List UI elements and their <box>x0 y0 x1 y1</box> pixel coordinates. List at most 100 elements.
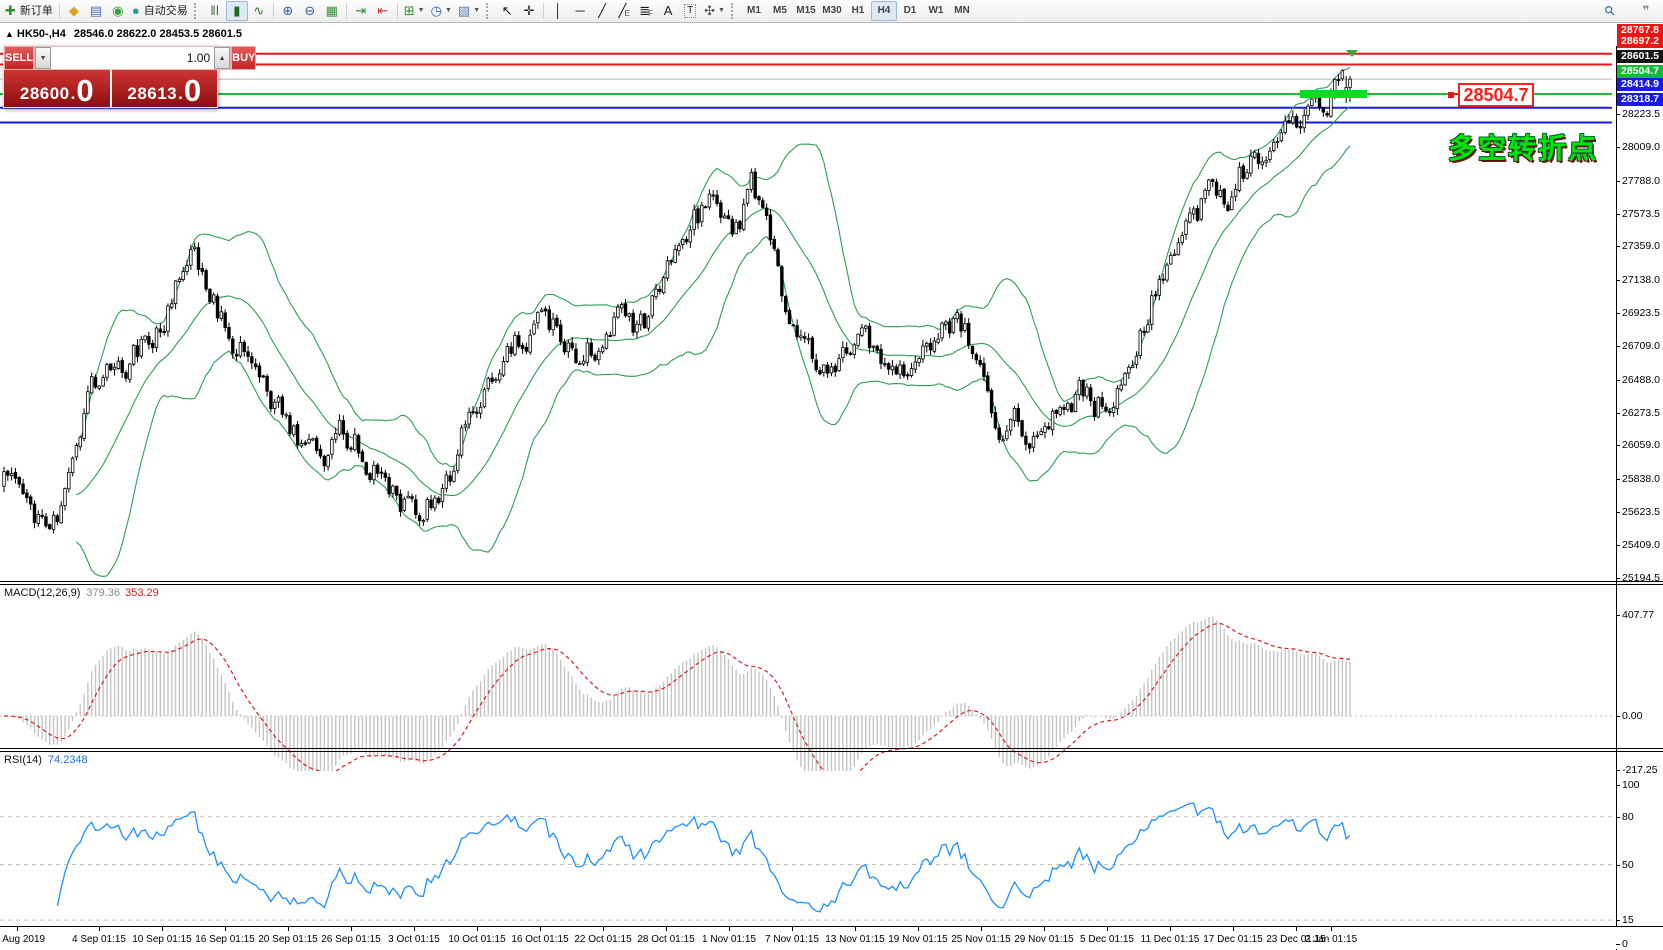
panel-separator[interactable] <box>0 581 1663 582</box>
timeframe-button-m30[interactable]: M30 <box>822 5 842 16</box>
timeframe-button-mn[interactable]: MN <box>954 5 970 16</box>
candle-body <box>463 424 468 428</box>
candle-body <box>936 338 940 343</box>
price-line-label-28697.2[interactable]: 28697.2 <box>1617 35 1663 49</box>
candle-body <box>810 337 815 359</box>
axis-tick <box>1616 716 1620 717</box>
toolbar-group: ⇥ ⇤ <box>350 0 394 22</box>
candle-body <box>627 313 632 317</box>
panel-separator[interactable] <box>0 584 1663 585</box>
vertical-line-icon[interactable]: │ <box>547 1 569 21</box>
period-clock-icon[interactable]: ◷ ▼ <box>428 1 455 21</box>
turning-point-annotation[interactable]: 多空转折点 <box>1448 133 1599 164</box>
line-chart-icon[interactable]: ∿ <box>248 1 270 21</box>
arrows-icon[interactable]: ✣ ▼ <box>701 1 728 21</box>
price-line-label-28504.7[interactable]: 28504.7 <box>1617 64 1663 78</box>
price-tick-label: 26488.0 <box>1622 373 1660 386</box>
volume-increase-button[interactable]: ▲ <box>214 47 231 69</box>
candle-body <box>1028 443 1032 449</box>
candle-body <box>932 340 937 352</box>
add-indicator-icon[interactable]: ⊞ ▼ <box>401 1 428 21</box>
market-watch-icon[interactable]: ◆ <box>63 1 85 21</box>
template-icon[interactable]: ▧ ▼ <box>455 1 483 21</box>
price-line-label-28318.7[interactable]: 28318.7 <box>1617 92 1663 106</box>
candle-body <box>570 342 574 349</box>
timeframe-button-w1[interactable]: W1 <box>928 5 944 16</box>
toolbar-grip[interactable] <box>486 3 493 19</box>
crosshair-icon[interactable]: ✛ <box>518 1 540 21</box>
candle-body <box>414 499 418 516</box>
candle-body <box>1252 151 1257 158</box>
candle-body <box>490 377 494 383</box>
zoom-out-icon[interactable]: ⊖ <box>299 1 321 21</box>
dropdown-arrow-icon[interactable]: ▼ <box>718 7 725 14</box>
candle-body <box>761 200 765 208</box>
callout-anchor-square[interactable] <box>1448 92 1454 98</box>
candle-body <box>1306 105 1310 116</box>
horizontal-line-icon[interactable]: ─ <box>569 1 591 21</box>
fibonacci-icon[interactable]: ≣ F <box>635 1 657 21</box>
timeframe-button-h1[interactable]: H1 <box>851 5 865 16</box>
sell-price[interactable]: 28600. 0 <box>19 73 94 108</box>
auto-trading-button[interactable]: ● 自动交易 <box>129 1 191 21</box>
text-label-icon[interactable]: T <box>679 1 701 21</box>
price-line-label-28414.9[interactable]: 28414.9 <box>1617 78 1663 92</box>
candle-body <box>989 390 994 414</box>
chat-icon[interactable]: ❞ <box>1642 3 1650 18</box>
dropdown-arrow-icon[interactable]: ▼ <box>444 7 452 14</box>
volume-input[interactable] <box>51 47 215 69</box>
toolbar-grip[interactable] <box>730 3 738 19</box>
signal-icon[interactable]: ◉ <box>107 1 129 21</box>
text-icon[interactable]: A <box>657 1 679 21</box>
highlight-trend-segment[interactable] <box>1300 90 1367 98</box>
panel-separator[interactable] <box>0 748 1663 749</box>
new-order-button[interactable]: ✚ 新订单 <box>2 1 56 21</box>
candle-body <box>822 364 826 373</box>
candle-body <box>894 366 898 375</box>
tile-windows-icon[interactable]: ▦ <box>321 1 343 21</box>
candlestick-chart-icon[interactable]: ▮ <box>225 1 248 21</box>
cursor-icon[interactable]: ↖ <box>496 1 518 21</box>
timeframe-button-m15[interactable]: M15 <box>796 5 816 16</box>
buy-price[interactable]: 28613. 0 <box>127 73 202 108</box>
buy-button[interactable]: BUY <box>231 46 257 70</box>
auto-scroll-icon[interactable]: ⇥ <box>350 1 372 21</box>
chart-shift-icon[interactable]: ⇤ <box>372 1 394 21</box>
timeframe-button-m1[interactable]: M1 <box>747 5 761 16</box>
bar-chart-icon[interactable]: ǁǀ <box>204 1 226 21</box>
price-line-label-28601.5[interactable]: 28601.5 <box>1617 49 1663 63</box>
candle-body <box>658 288 662 293</box>
price-line-label-28767.8[interactable]: 28767.8 <box>1617 24 1663 38</box>
collapse-triangle-icon[interactable]: ▲ <box>5 29 14 39</box>
volume-decrease-button[interactable]: ▼ <box>35 47 52 69</box>
candle-body <box>406 495 410 499</box>
search-icon[interactable]: ⚲ <box>1600 1 1619 20</box>
data-window-icon[interactable]: ▤ <box>85 1 107 21</box>
candle-body <box>536 311 540 324</box>
equidistant-channel-icon[interactable]: ╱ E <box>613 1 635 21</box>
zoom-in-icon[interactable]: ⊕ <box>277 1 299 21</box>
trendline-icon[interactable]: ╱ <box>591 1 613 21</box>
timeframe-button-h4[interactable]: H4 <box>870 1 897 21</box>
candle-body <box>864 325 868 329</box>
timeframe-button-m5[interactable]: M5 <box>773 5 787 16</box>
dropdown-arrow-icon[interactable]: ▼ <box>417 7 425 14</box>
timeframe-button-d1[interactable]: D1 <box>903 5 917 16</box>
price-callout-label[interactable]: 28504.7 <box>1458 83 1534 107</box>
candle-body <box>349 447 353 450</box>
candle-body <box>223 312 227 328</box>
panel-separator[interactable] <box>0 751 1663 752</box>
candle-body <box>326 455 330 468</box>
axis-tick <box>1616 920 1620 922</box>
candle-body <box>1169 255 1173 265</box>
sell-button[interactable]: SELL <box>4 46 35 70</box>
price-tick-label: 26923.5 <box>1622 307 1660 320</box>
dropdown-arrow-icon[interactable]: ▼ <box>473 7 481 14</box>
toolbar-separator <box>272 3 274 19</box>
toolbar-grip[interactable] <box>193 3 201 19</box>
candle-body <box>448 475 452 482</box>
candle-body <box>444 474 449 489</box>
candle-body <box>925 342 929 347</box>
time-tick <box>351 927 352 931</box>
